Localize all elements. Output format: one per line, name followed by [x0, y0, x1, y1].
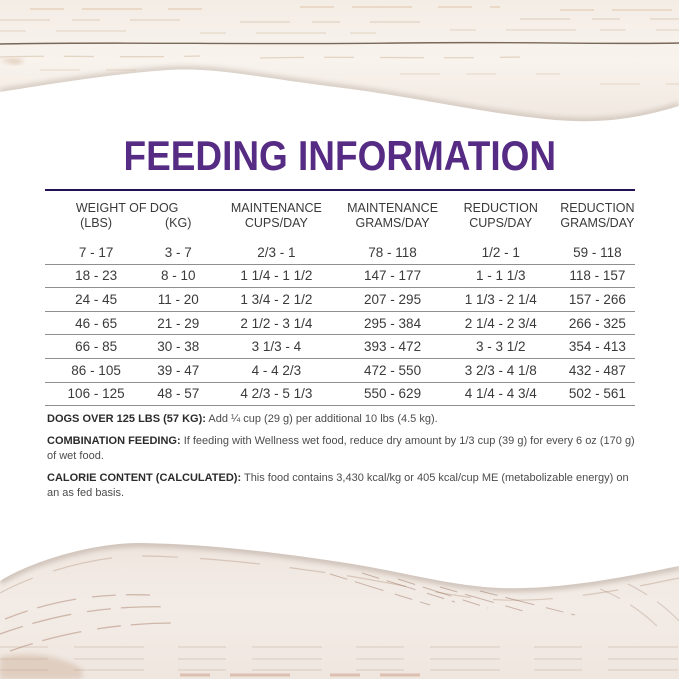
- table-cell: 46 - 65: [45, 311, 148, 336]
- table-row: 66 - 85 30 - 38 3 1/3 - 4 393 - 472 3 - 3 1/…: [45, 334, 635, 359]
- footnote-combination-feeding: COMBINATION FEEDING: If feeding with Wel…: [47, 434, 643, 464]
- table-row: 86 - 105 39 - 47 4 - 4 2/3 472 - 550 3 2/3 -…: [45, 358, 635, 383]
- table-cell: 59 - 118: [559, 241, 635, 265]
- table-cell: 432 - 487: [559, 358, 635, 383]
- header-weight-of-dog: WEIGHT OF DOG: [75, 201, 179, 215]
- footnote-text: If feeding with Wellness wet food, reduc…: [47, 435, 635, 462]
- table-cell: 2/3 - 1: [209, 241, 344, 265]
- feeding-table: WEIGHT OF DOG MAINTENANCE MAINTENANCE RE…: [45, 202, 635, 407]
- table-cell: 30 - 38: [147, 334, 210, 359]
- table-cell: 295 - 384: [343, 311, 442, 336]
- table-cell: 39 - 47: [147, 358, 210, 383]
- table-cell: 78 - 118: [343, 241, 442, 265]
- table-cell: 66 - 85: [45, 334, 148, 359]
- table-cell: 266 - 325: [559, 311, 635, 336]
- title-divider-rule: [45, 189, 635, 191]
- wood-texture-bottom: [0, 543, 679, 679]
- header-maintenance-cups: MAINTENANCE: [230, 201, 322, 215]
- table-cell: 24 - 45: [45, 287, 148, 312]
- table-cell: 147 - 177: [343, 264, 442, 289]
- footnote-text: Add ¼ cup (29 g) per additional 10 lbs (…: [208, 413, 438, 425]
- table-cell: 207 - 295: [343, 287, 442, 312]
- table-cell: 1 1/3 - 2 1/4: [441, 287, 560, 312]
- header-grams-day-maintenance: GRAMS/DAY: [355, 216, 430, 230]
- table-cell: 8 - 10: [147, 264, 210, 289]
- page-title: FEEDING INFORMATION: [123, 132, 556, 179]
- table-row: 106 - 125 48 - 57 4 2/3 - 5 1/3 550 - 629 4 …: [45, 382, 635, 407]
- header-cups-day-reduction: CUPS/DAY: [469, 216, 533, 230]
- table-cell: 157 - 266: [559, 287, 635, 312]
- table-cell: 7 - 17: [45, 241, 148, 265]
- table-cell: 550 - 629: [343, 382, 442, 407]
- table-cell: 4 2/3 - 5 1/3: [209, 382, 344, 407]
- footnotes: DOGS OVER 125 LBS (57 KG): Add ¼ cup (29…: [47, 412, 643, 508]
- table-cell: 354 - 413: [559, 334, 635, 359]
- footnote-label: CALORIE CONTENT (CALCULATED):: [47, 472, 242, 484]
- table-cell: 2 1/4 - 2 3/4: [441, 311, 560, 336]
- table-cell: 1 3/4 - 2 1/2: [209, 287, 344, 312]
- table-row: 46 - 65 21 - 29 2 1/2 - 3 1/4 295 - 384 2 1/…: [45, 311, 635, 336]
- header-group-row: WEIGHT OF DOG MAINTENANCE MAINTENANCE RE…: [45, 202, 635, 215]
- table-cell: 3 - 7: [147, 241, 210, 265]
- table-cell: 1 1/4 - 1 1/2: [209, 264, 344, 289]
- header-reduction-grams: REDUCTION: [560, 201, 635, 215]
- table-cell: 11 - 20: [147, 287, 210, 312]
- footnote-label: DOGS OVER 125 LBS (57 KG):: [47, 413, 206, 425]
- table-cell: 393 - 472: [343, 334, 442, 359]
- table-cell: 18 - 23: [45, 264, 148, 289]
- table-cell: 106 - 125: [45, 382, 148, 407]
- header-grams-day-reduction: GRAMS/DAY: [560, 216, 635, 230]
- header-reduction-cups: REDUCTION: [463, 201, 538, 215]
- header-cups-day-maintenance: CUPS/DAY: [244, 216, 308, 230]
- header-unit-row: (LBS) (KG) CUPS/DAY GRAMS/DAY CUPS/DAY G…: [45, 215, 635, 241]
- table-cell: 86 - 105: [45, 358, 148, 383]
- header-kg: (KG): [165, 216, 192, 230]
- feeding-table-header: WEIGHT OF DOG MAINTENANCE MAINTENANCE RE…: [45, 202, 635, 241]
- table-cell: 1/2 - 1: [441, 241, 560, 265]
- page-title-wrap: FEEDING INFORMATION: [0, 135, 679, 177]
- table-row: 24 - 45 11 - 20 1 3/4 - 2 1/2 207 - 295 1 1/…: [45, 287, 635, 312]
- footnote-calorie-content: CALORIE CONTENT (CALCULATED): This food …: [47, 471, 643, 501]
- table-cell: 4 1/4 - 4 3/4: [441, 382, 560, 407]
- table-cell: 3 - 3 1/2: [441, 334, 560, 359]
- wood-texture-top: [0, 0, 679, 122]
- table-cell: 118 - 157: [559, 264, 635, 289]
- table-cell: 3 2/3 - 4 1/8: [441, 358, 560, 383]
- table-cell: 21 - 29: [147, 311, 210, 336]
- table-cell: 2 1/2 - 3 1/4: [209, 311, 344, 336]
- table-cell: 3 1/3 - 4: [209, 334, 344, 359]
- table-row: 7 - 17 3 - 7 2/3 - 1 78 - 118 1/2 - 1 59 - 11…: [45, 241, 635, 265]
- table-cell: 502 - 561: [559, 382, 635, 407]
- table-cell: 48 - 57: [147, 382, 210, 407]
- header-maintenance-grams: MAINTENANCE: [347, 201, 439, 215]
- footnote-dogs-over-125: DOGS OVER 125 LBS (57 KG): Add ¼ cup (29…: [47, 412, 643, 427]
- table-cell: 4 - 4 2/3: [209, 358, 344, 383]
- footnote-label: COMBINATION FEEDING:: [47, 435, 181, 447]
- footnote-text: This food contains 3,430 kcal/kg or 405 …: [47, 472, 629, 499]
- table-cell: 1 - 1 1/3: [441, 264, 560, 289]
- header-lbs: (LBS): [80, 216, 113, 230]
- feeding-table-body: 7 - 17 3 - 7 2/3 - 1 78 - 118 1/2 - 1 59 - 11…: [45, 241, 635, 407]
- table-cell: 472 - 550: [343, 358, 442, 383]
- table-row: 18 - 23 8 - 10 1 1/4 - 1 1/2 147 - 177 1 - 1…: [45, 264, 635, 289]
